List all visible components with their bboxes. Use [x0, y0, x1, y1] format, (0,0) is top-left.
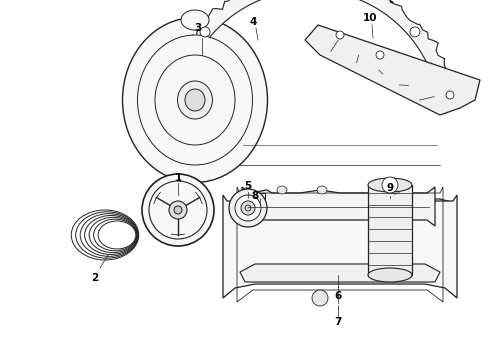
Ellipse shape: [241, 201, 255, 215]
Polygon shape: [242, 187, 435, 226]
Circle shape: [200, 27, 210, 37]
Ellipse shape: [181, 10, 209, 30]
Ellipse shape: [185, 89, 205, 111]
Ellipse shape: [368, 268, 412, 282]
Circle shape: [382, 177, 398, 193]
Text: 8: 8: [251, 191, 259, 201]
Polygon shape: [368, 185, 412, 275]
Text: 7: 7: [334, 317, 342, 327]
Ellipse shape: [149, 181, 207, 239]
Ellipse shape: [229, 189, 267, 227]
Ellipse shape: [142, 174, 214, 246]
Text: 9: 9: [387, 183, 393, 193]
Polygon shape: [245, 193, 265, 203]
Ellipse shape: [245, 205, 251, 211]
Polygon shape: [240, 264, 440, 282]
Polygon shape: [165, 0, 447, 86]
Text: 2: 2: [91, 273, 98, 283]
Ellipse shape: [122, 18, 268, 183]
Ellipse shape: [169, 201, 187, 219]
Ellipse shape: [277, 186, 287, 194]
Text: 6: 6: [334, 291, 342, 301]
Ellipse shape: [390, 186, 400, 194]
Circle shape: [312, 290, 328, 306]
Polygon shape: [223, 195, 457, 298]
Polygon shape: [305, 25, 480, 115]
Text: 3: 3: [195, 23, 201, 33]
Ellipse shape: [317, 186, 327, 194]
Circle shape: [446, 91, 454, 99]
Polygon shape: [225, 199, 455, 223]
Ellipse shape: [155, 55, 235, 145]
Text: 1: 1: [174, 173, 182, 183]
Ellipse shape: [235, 195, 261, 221]
Text: 5: 5: [245, 181, 252, 191]
Text: 4: 4: [249, 17, 257, 27]
Ellipse shape: [138, 35, 252, 165]
Text: 10: 10: [363, 13, 377, 23]
Ellipse shape: [174, 206, 182, 214]
Circle shape: [336, 31, 344, 39]
Circle shape: [410, 27, 420, 37]
Ellipse shape: [177, 81, 213, 119]
Ellipse shape: [368, 178, 412, 192]
Circle shape: [376, 51, 384, 59]
